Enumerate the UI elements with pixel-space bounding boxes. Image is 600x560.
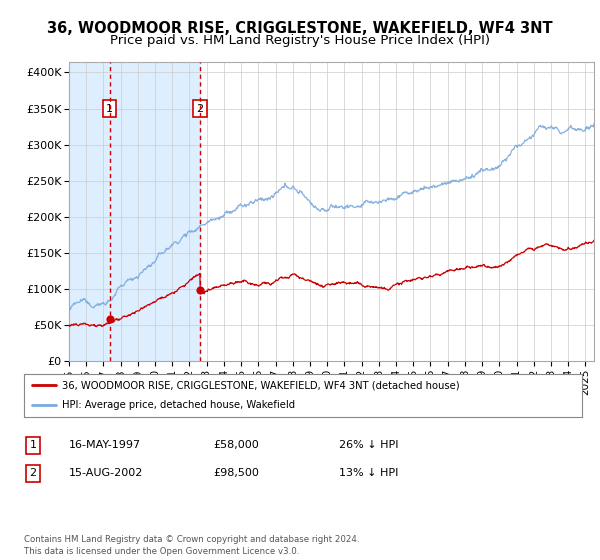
Text: 26% ↓ HPI: 26% ↓ HPI	[339, 440, 398, 450]
Text: Price paid vs. HM Land Registry's House Price Index (HPI): Price paid vs. HM Land Registry's House …	[110, 34, 490, 46]
Text: 36, WOODMOOR RISE, CRIGGLESTONE, WAKEFIELD, WF4 3NT: 36, WOODMOOR RISE, CRIGGLESTONE, WAKEFIE…	[47, 21, 553, 36]
Bar	[69, 62, 200, 361]
Text: 13% ↓ HPI: 13% ↓ HPI	[339, 468, 398, 478]
Text: £58,000: £58,000	[213, 440, 259, 450]
Text: Contains HM Land Registry data © Crown copyright and database right 2024.
This d: Contains HM Land Registry data © Crown c…	[24, 535, 359, 556]
Text: HPI: Average price, detached house, Wakefield: HPI: Average price, detached house, Wake…	[62, 400, 295, 410]
Text: 16-MAY-1997: 16-MAY-1997	[69, 440, 141, 450]
Text: 2: 2	[29, 468, 37, 478]
Text: 36, WOODMOOR RISE, CRIGGLESTONE, WAKEFIELD, WF4 3NT (detached house): 36, WOODMOOR RISE, CRIGGLESTONE, WAKEFIE…	[62, 380, 460, 390]
Text: 15-AUG-2002: 15-AUG-2002	[69, 468, 143, 478]
Text: 2: 2	[197, 104, 204, 114]
Text: 1: 1	[29, 440, 37, 450]
Point	[196, 286, 205, 295]
Text: £98,500: £98,500	[213, 468, 259, 478]
Text: 1: 1	[106, 104, 113, 114]
Point	[105, 315, 115, 324]
